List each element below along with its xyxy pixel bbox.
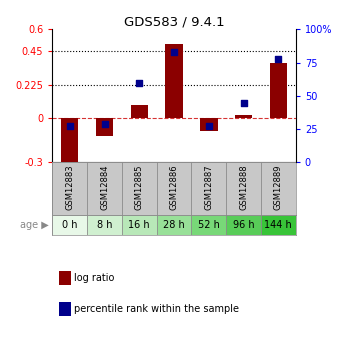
Bar [87,162,122,215]
Bar [122,215,157,235]
Text: percentile rank within the sample: percentile rank within the sample [74,304,239,314]
Text: GSM12887: GSM12887 [204,165,213,210]
Text: 144 h: 144 h [265,220,292,230]
Point [241,100,246,105]
Point [206,124,212,129]
Text: 96 h: 96 h [233,220,255,230]
Bar [191,162,226,215]
Bar [235,115,252,118]
Title: GDS583 / 9.4.1: GDS583 / 9.4.1 [124,15,224,28]
Text: age ▶: age ▶ [20,220,49,230]
Point [67,124,72,129]
Bar [157,162,191,215]
Text: 52 h: 52 h [198,220,220,230]
Text: GSM12886: GSM12886 [170,165,178,210]
Bar [52,162,87,215]
Text: GSM12888: GSM12888 [239,165,248,210]
Text: 8 h: 8 h [97,220,112,230]
Bar [87,215,122,235]
Bar [226,162,261,215]
Point [276,56,281,61]
Text: GSM12884: GSM12884 [100,165,109,210]
Bar [122,162,157,215]
Bar [130,105,148,118]
Bar [191,215,226,235]
Bar [61,118,78,174]
Bar [261,162,296,215]
Point [102,121,107,127]
Text: 0 h: 0 h [62,220,77,230]
Bar [52,215,87,235]
Text: GSM12885: GSM12885 [135,165,144,210]
Bar [157,215,191,235]
Bar [200,118,218,131]
Text: log ratio: log ratio [74,273,115,283]
Bar [270,63,287,118]
Bar [96,118,113,136]
Point [171,49,177,55]
Text: 28 h: 28 h [163,220,185,230]
Bar [226,215,261,235]
Bar [165,44,183,118]
Text: 16 h: 16 h [128,220,150,230]
Text: GSM12883: GSM12883 [65,165,74,210]
Bar [261,215,296,235]
Point [137,80,142,85]
Text: GSM12889: GSM12889 [274,165,283,210]
